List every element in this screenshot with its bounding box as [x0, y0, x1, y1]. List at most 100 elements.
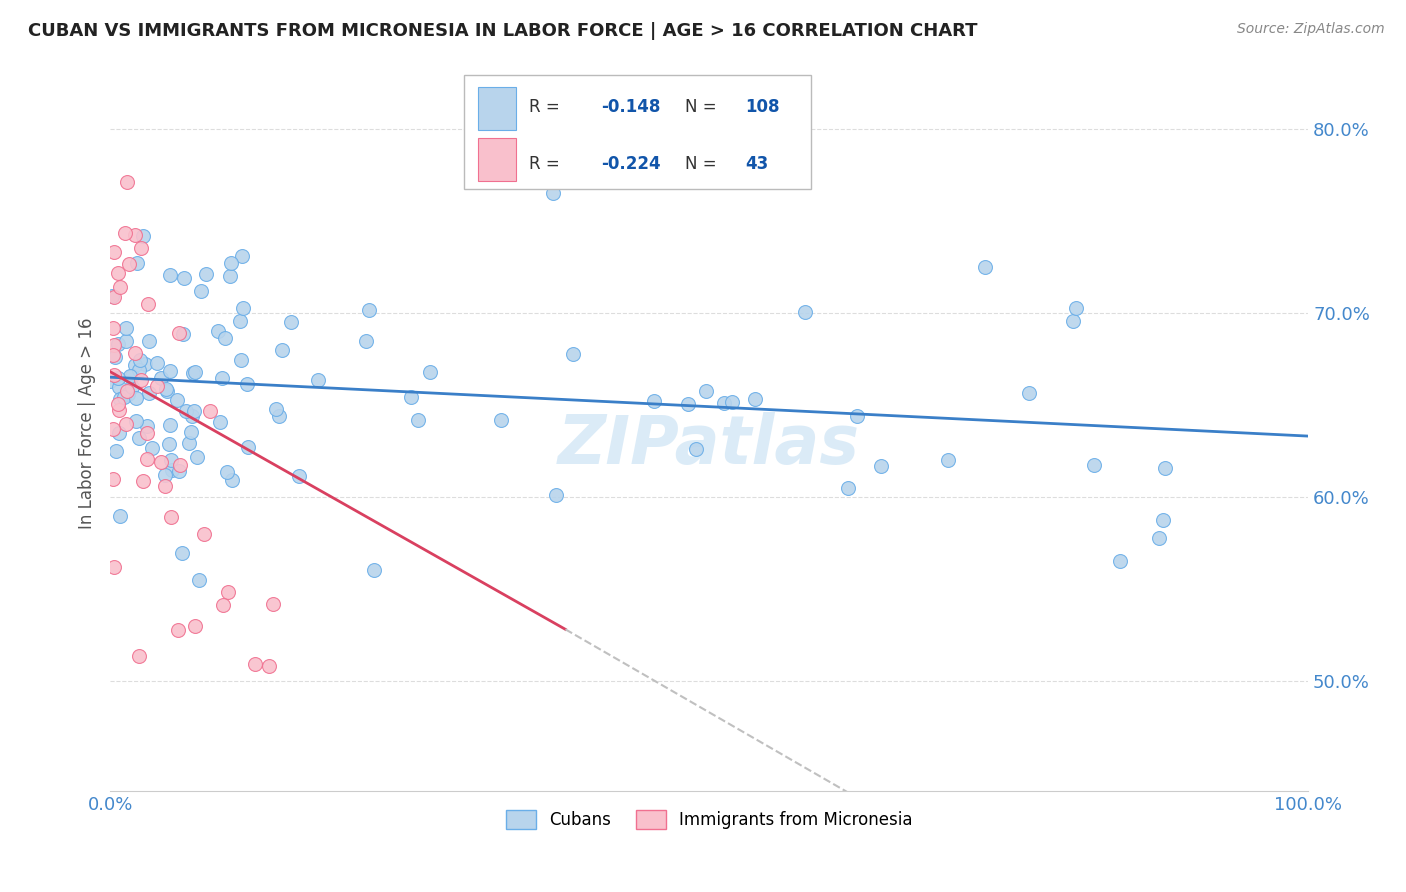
- Point: [132, 229, 155, 244]
- Point: [221, 474, 243, 488]
- Text: ZIPatlas: ZIPatlas: [558, 412, 860, 478]
- Point: [146, 356, 169, 370]
- FancyBboxPatch shape: [478, 138, 516, 181]
- Point: [721, 395, 744, 409]
- Y-axis label: In Labor Force | Age > 16: In Labor Force | Age > 16: [79, 318, 96, 529]
- Point: [101, 421, 124, 435]
- Point: [259, 659, 281, 673]
- Point: [212, 599, 235, 613]
- Point: [489, 413, 512, 427]
- Point: [115, 384, 138, 398]
- Point: [1152, 513, 1174, 527]
- Point: [125, 391, 148, 405]
- Point: [103, 368, 125, 382]
- Point: [186, 450, 208, 464]
- Point: [1083, 458, 1105, 472]
- Point: [543, 186, 565, 201]
- Point: [167, 464, 190, 478]
- Point: [150, 455, 173, 469]
- Point: [173, 271, 195, 285]
- Point: [135, 419, 157, 434]
- Point: [1064, 301, 1087, 315]
- Point: [125, 793, 148, 807]
- Point: [211, 371, 233, 385]
- Point: [114, 226, 136, 240]
- Text: N =: N =: [685, 155, 723, 173]
- Point: [184, 365, 207, 379]
- Point: [138, 334, 160, 349]
- Point: [124, 358, 146, 372]
- Text: Source: ZipAtlas.com: Source: ZipAtlas.com: [1237, 22, 1385, 37]
- Point: [1147, 531, 1170, 545]
- Point: [1109, 554, 1132, 568]
- Point: [713, 396, 735, 410]
- Point: [118, 257, 141, 271]
- Text: 43: 43: [745, 155, 768, 173]
- Point: [157, 436, 180, 450]
- Point: [1018, 385, 1040, 400]
- Point: [1153, 460, 1175, 475]
- Point: [262, 597, 284, 611]
- Point: [264, 401, 287, 416]
- FancyBboxPatch shape: [464, 75, 811, 189]
- Point: [98, 374, 121, 388]
- Point: [209, 415, 232, 429]
- Point: [155, 468, 177, 483]
- Text: 108: 108: [745, 98, 779, 116]
- Point: [172, 327, 194, 342]
- Point: [135, 425, 157, 440]
- Point: [101, 472, 124, 486]
- Point: [108, 392, 131, 407]
- Point: [238, 440, 260, 454]
- Point: [107, 397, 129, 411]
- Point: [544, 488, 567, 502]
- FancyBboxPatch shape: [478, 87, 516, 129]
- Point: [219, 268, 242, 283]
- Legend: Cubans, Immigrants from Micronesia: Cubans, Immigrants from Micronesia: [499, 804, 920, 836]
- Point: [356, 334, 378, 348]
- Point: [793, 305, 815, 319]
- Point: [128, 363, 150, 377]
- Point: [232, 301, 254, 315]
- Point: [170, 546, 193, 560]
- Point: [135, 452, 157, 467]
- Point: [359, 302, 381, 317]
- Point: [121, 380, 143, 394]
- Point: [399, 390, 422, 404]
- Point: [267, 409, 290, 423]
- Point: [159, 364, 181, 378]
- Point: [167, 623, 190, 637]
- Text: CUBAN VS IMMIGRANTS FROM MICRONESIA IN LABOR FORCE | AGE > 16 CORRELATION CHART: CUBAN VS IMMIGRANTS FROM MICRONESIA IN L…: [28, 22, 977, 40]
- Point: [270, 343, 292, 357]
- Point: [110, 509, 132, 524]
- Point: [685, 442, 707, 457]
- Point: [160, 463, 183, 477]
- Point: [207, 324, 229, 338]
- Point: [114, 334, 136, 348]
- Text: -0.224: -0.224: [602, 155, 661, 173]
- Point: [108, 426, 131, 441]
- Point: [363, 564, 385, 578]
- Point: [187, 573, 209, 587]
- Point: [936, 453, 959, 467]
- Point: [107, 337, 129, 351]
- Point: [217, 585, 239, 599]
- Point: [114, 417, 136, 431]
- Point: [103, 245, 125, 260]
- Point: [307, 373, 329, 387]
- Point: [562, 347, 585, 361]
- Point: [236, 376, 259, 391]
- Point: [643, 393, 665, 408]
- Text: -0.148: -0.148: [602, 98, 661, 116]
- Point: [837, 481, 859, 495]
- Point: [107, 403, 129, 417]
- Point: [141, 442, 163, 456]
- Point: [180, 409, 202, 424]
- Point: [117, 387, 139, 401]
- Point: [103, 321, 125, 335]
- Point: [115, 175, 138, 189]
- Point: [169, 458, 191, 472]
- Point: [107, 266, 129, 280]
- Point: [101, 289, 124, 303]
- Point: [110, 280, 132, 294]
